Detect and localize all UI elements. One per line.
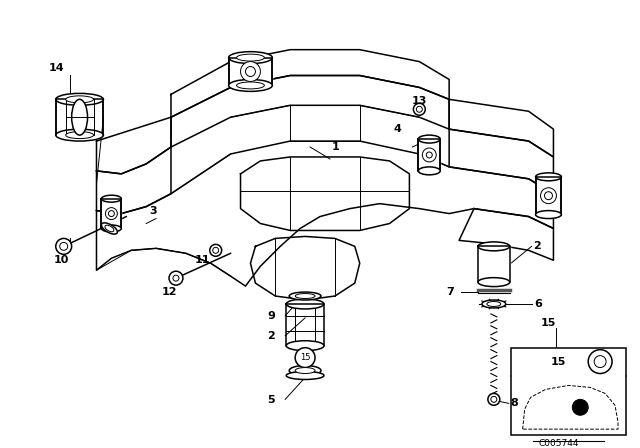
Polygon shape bbox=[97, 117, 171, 174]
Circle shape bbox=[588, 350, 612, 374]
Text: 8: 8 bbox=[511, 398, 518, 408]
Ellipse shape bbox=[228, 79, 272, 91]
Text: 13: 13 bbox=[412, 96, 427, 106]
Circle shape bbox=[491, 396, 497, 402]
Text: 1: 1 bbox=[332, 142, 340, 152]
Ellipse shape bbox=[536, 211, 561, 219]
Polygon shape bbox=[97, 141, 554, 286]
Polygon shape bbox=[97, 147, 171, 214]
Ellipse shape bbox=[228, 52, 272, 64]
Circle shape bbox=[541, 188, 556, 204]
Ellipse shape bbox=[66, 132, 93, 138]
Ellipse shape bbox=[478, 278, 509, 287]
Circle shape bbox=[56, 238, 72, 254]
Polygon shape bbox=[459, 209, 554, 260]
Ellipse shape bbox=[66, 96, 93, 103]
Circle shape bbox=[488, 393, 500, 405]
Ellipse shape bbox=[105, 225, 114, 232]
Polygon shape bbox=[56, 99, 104, 135]
Ellipse shape bbox=[419, 135, 440, 143]
Ellipse shape bbox=[102, 225, 122, 232]
Circle shape bbox=[210, 244, 221, 256]
Ellipse shape bbox=[295, 367, 315, 374]
Text: 5: 5 bbox=[268, 395, 275, 405]
Circle shape bbox=[106, 207, 117, 220]
Ellipse shape bbox=[237, 82, 264, 89]
Polygon shape bbox=[241, 157, 410, 230]
Ellipse shape bbox=[102, 195, 122, 202]
Text: 6: 6 bbox=[534, 299, 543, 309]
Circle shape bbox=[212, 247, 219, 253]
Polygon shape bbox=[478, 246, 509, 282]
Circle shape bbox=[169, 271, 183, 285]
Bar bbox=[511, 348, 626, 435]
Polygon shape bbox=[171, 76, 449, 147]
Circle shape bbox=[572, 399, 588, 415]
Polygon shape bbox=[102, 198, 122, 228]
Polygon shape bbox=[286, 304, 324, 346]
Text: 15: 15 bbox=[300, 353, 310, 362]
Polygon shape bbox=[171, 50, 449, 117]
Text: 9: 9 bbox=[268, 311, 275, 321]
Ellipse shape bbox=[487, 302, 500, 306]
Circle shape bbox=[60, 242, 68, 250]
Ellipse shape bbox=[536, 173, 561, 181]
Text: 4: 4 bbox=[394, 124, 401, 134]
Ellipse shape bbox=[295, 293, 315, 298]
Circle shape bbox=[422, 148, 436, 162]
Circle shape bbox=[246, 67, 255, 77]
Ellipse shape bbox=[286, 341, 324, 351]
Ellipse shape bbox=[478, 242, 509, 251]
Text: 3: 3 bbox=[149, 206, 157, 215]
Ellipse shape bbox=[56, 129, 104, 141]
Ellipse shape bbox=[289, 292, 321, 300]
Text: 15: 15 bbox=[541, 318, 556, 328]
Text: 2: 2 bbox=[268, 331, 275, 341]
Circle shape bbox=[295, 348, 315, 367]
Ellipse shape bbox=[101, 223, 117, 234]
Ellipse shape bbox=[286, 371, 324, 379]
Text: 15: 15 bbox=[551, 357, 566, 366]
Circle shape bbox=[417, 106, 422, 112]
Circle shape bbox=[426, 152, 432, 158]
Circle shape bbox=[173, 275, 179, 281]
Circle shape bbox=[594, 356, 606, 367]
Polygon shape bbox=[536, 177, 561, 215]
Polygon shape bbox=[449, 99, 554, 157]
Polygon shape bbox=[419, 139, 440, 171]
Circle shape bbox=[545, 192, 552, 200]
Text: 10: 10 bbox=[54, 255, 69, 265]
Text: 2: 2 bbox=[534, 241, 541, 251]
Polygon shape bbox=[228, 58, 272, 86]
Ellipse shape bbox=[237, 54, 264, 61]
Text: 7: 7 bbox=[446, 287, 454, 297]
Ellipse shape bbox=[72, 99, 88, 135]
Ellipse shape bbox=[482, 300, 506, 308]
Ellipse shape bbox=[289, 366, 321, 375]
Circle shape bbox=[241, 61, 260, 82]
Text: 12: 12 bbox=[161, 287, 177, 297]
Text: 11: 11 bbox=[195, 255, 211, 265]
Polygon shape bbox=[449, 129, 554, 194]
Polygon shape bbox=[250, 237, 360, 300]
Text: C005744: C005744 bbox=[538, 439, 579, 448]
Ellipse shape bbox=[419, 167, 440, 175]
Ellipse shape bbox=[286, 299, 324, 309]
Ellipse shape bbox=[56, 93, 104, 105]
Circle shape bbox=[413, 103, 426, 115]
Circle shape bbox=[108, 211, 115, 216]
Text: 14: 14 bbox=[49, 63, 65, 73]
